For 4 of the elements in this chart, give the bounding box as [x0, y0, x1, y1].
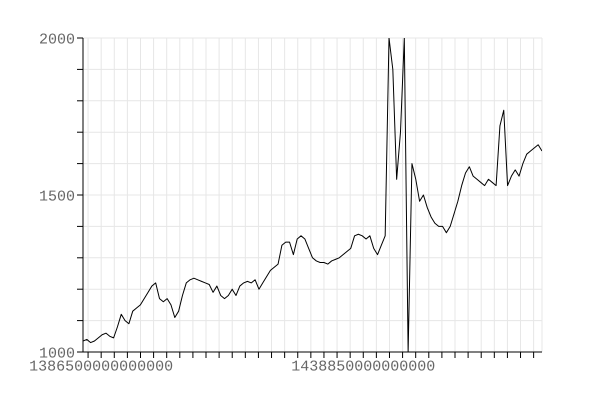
x-tick-label: 1438850000000000	[291, 358, 436, 376]
x-tick-label: 1386500000000000	[29, 358, 174, 376]
y-tick-label: 1500	[38, 188, 75, 206]
y-tick-label: 2000	[38, 31, 75, 48]
